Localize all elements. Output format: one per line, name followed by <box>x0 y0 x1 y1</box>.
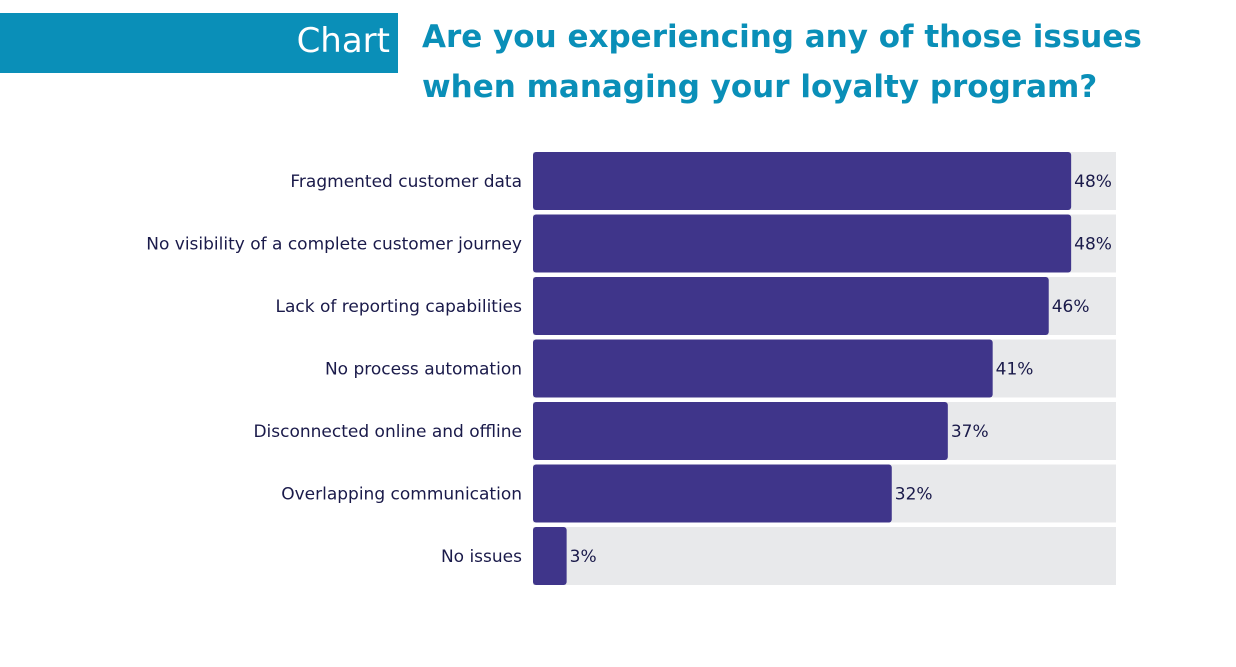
bar <box>533 402 948 460</box>
value-label: 37% <box>951 422 989 442</box>
category-label: No visibility of a complete customer jou… <box>146 235 522 255</box>
category-label: No process automation <box>325 360 522 380</box>
bar <box>533 152 1072 210</box>
bar <box>533 277 1049 335</box>
bar <box>533 339 993 398</box>
bar <box>533 214 1072 273</box>
chart-tag-label: Chart <box>296 21 390 61</box>
category-label: Overlapping communication <box>281 485 522 505</box>
value-label: 48% <box>1074 172 1112 192</box>
bar-track <box>533 527 1116 585</box>
category-label: No issues <box>441 547 522 567</box>
value-label: 32% <box>895 485 933 505</box>
bar <box>533 464 892 523</box>
value-label: 3% <box>570 547 597 567</box>
value-label: 41% <box>996 360 1034 380</box>
title-line-2: when managing your loyalty program? <box>422 69 1098 105</box>
value-label: 46% <box>1052 297 1090 317</box>
bar <box>533 527 567 585</box>
value-label: 48% <box>1074 235 1112 255</box>
category-label: Fragmented customer data <box>290 172 522 192</box>
category-label: Lack of reporting capabilities <box>275 297 522 317</box>
category-label: Disconnected online and offline <box>253 422 522 442</box>
title-line-1: Are you experiencing any of those issues <box>422 19 1142 55</box>
page-title: Are you experiencing any of those issues… <box>422 12 1222 112</box>
chart-tag: Chart <box>0 13 398 73</box>
